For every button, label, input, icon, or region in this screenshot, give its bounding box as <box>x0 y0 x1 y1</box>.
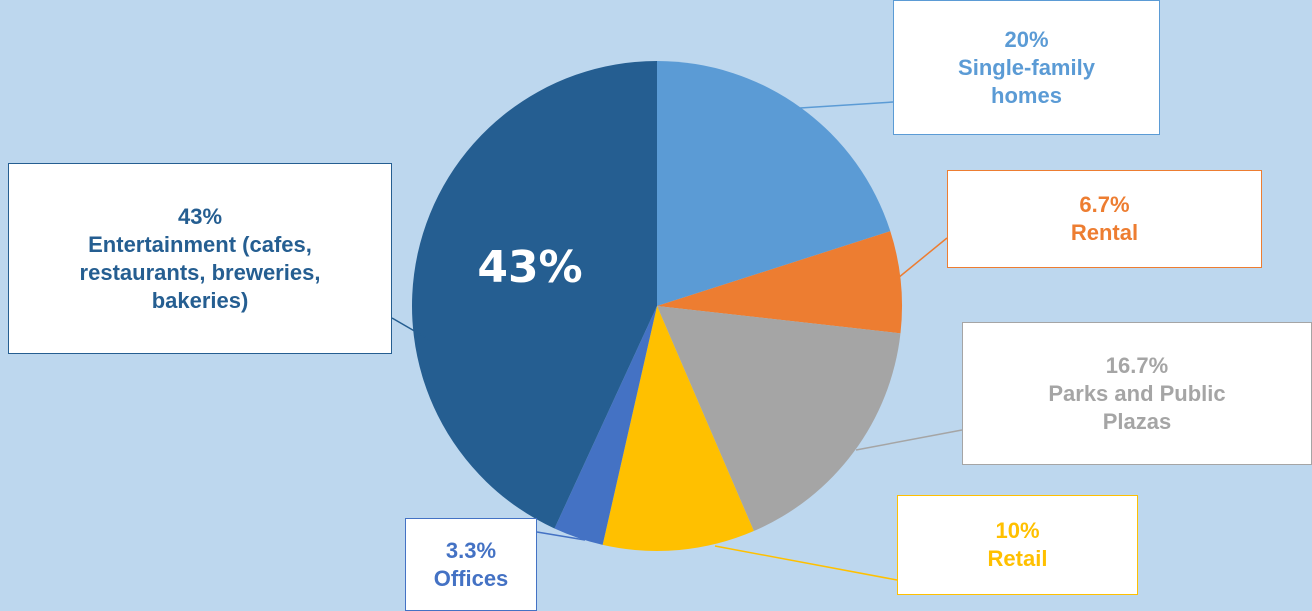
data-label: 3.3% Offices <box>405 518 537 611</box>
pie-slice <box>657 231 902 334</box>
value-label: 6.7% <box>1079 192 1130 217</box>
data-label: 6.7% Rental <box>947 170 1262 268</box>
pie-slice <box>602 306 754 551</box>
data-label: 43% Entertainment (cafes, restaurants, br… <box>8 163 392 354</box>
data-label: 20% Single-family homes <box>893 0 1160 135</box>
slice-label: 43% <box>477 242 582 293</box>
leader-line <box>536 531 586 541</box>
leader-line <box>855 429 963 451</box>
pie-slice <box>657 306 901 532</box>
pie-slice <box>657 61 891 306</box>
category-label: Entertainment (cafes, restaurants, brewe… <box>79 231 321 313</box>
pie <box>411 60 902 551</box>
data-label: 16.7% Parks and Public Plazas <box>962 322 1312 465</box>
leader-line <box>897 237 948 279</box>
value-label: 43% <box>177 203 223 229</box>
pie-slice <box>411 60 657 529</box>
category-label: Retail <box>987 546 1048 571</box>
category-label: Single-family homes <box>958 54 1095 108</box>
leader-lines <box>391 101 963 581</box>
value-label: 20% <box>1004 26 1049 52</box>
value-label: 16.7% <box>1105 352 1169 378</box>
leader-line <box>714 545 898 581</box>
value-label: 3.3% <box>445 537 497 563</box>
data-label: 10% Retail <box>897 495 1138 595</box>
pie-slice <box>554 306 657 545</box>
leader-line <box>391 317 431 341</box>
category-label: Rental <box>1070 220 1139 245</box>
category-label: Parks and Public Plazas <box>1048 380 1226 434</box>
category-label: Offices <box>433 565 509 591</box>
leader-line <box>799 101 894 109</box>
value-label: 10% <box>995 518 1040 543</box>
